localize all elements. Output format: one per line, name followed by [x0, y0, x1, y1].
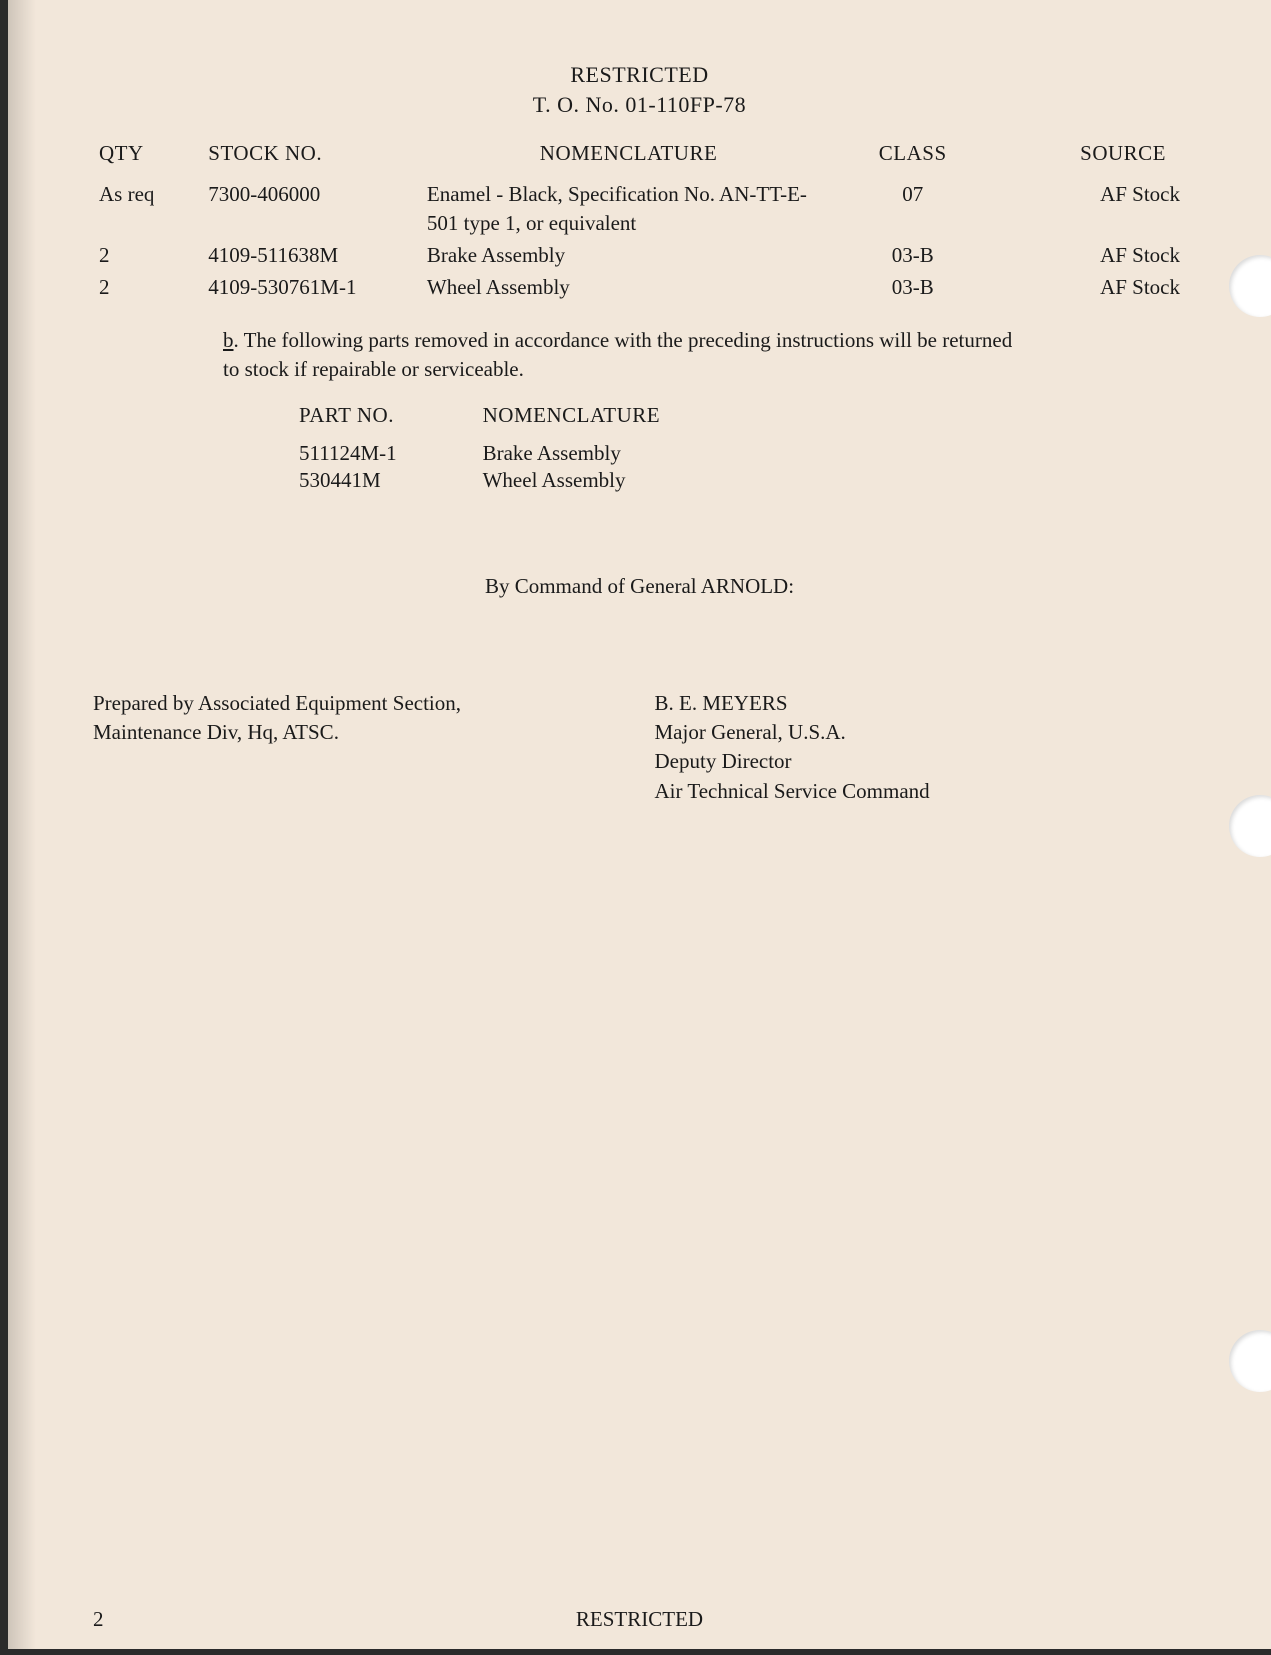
th-nom: NOMENCLATURE	[421, 137, 836, 178]
punch-hole-icon	[1229, 255, 1271, 317]
command-line: By Command of General ARNOLD:	[93, 574, 1186, 599]
table-row: As req 7300-406000 Enamel - Black, Speci…	[93, 178, 1186, 239]
signer-title: Deputy Director	[655, 747, 1187, 776]
table-row: 530441M Wheel Assembly	[293, 467, 740, 494]
table-row: 2 4109-530761M-1 Wheel Assembly 03-B AF …	[93, 271, 1186, 303]
cell-nom: Brake Assembly	[477, 440, 741, 467]
th-class: CLASS	[836, 137, 989, 178]
th-part: PART NO.	[293, 399, 477, 440]
cell-nom: Wheel Assembly	[477, 467, 741, 494]
cell-source: AF Stock	[989, 239, 1186, 271]
cell-nom: Brake Assembly	[421, 239, 836, 271]
cell-qty: 2	[93, 271, 202, 303]
prepared-line: Maintenance Div, Hq, ATSC.	[93, 718, 625, 747]
returned-parts-table: PART NO. NOMENCLATURE 511124M-1 Brake As…	[293, 399, 740, 494]
cell-qty: 2	[93, 239, 202, 271]
prepared-line: Prepared by Associated Equipment Section…	[93, 689, 625, 718]
cell-part: 530441M	[293, 467, 477, 494]
signature-block: Prepared by Associated Equipment Section…	[93, 689, 1186, 807]
signer-org: Air Technical Service Command	[655, 777, 1187, 806]
punch-hole-icon	[1229, 795, 1271, 857]
parts-table: QTY STOCK NO. NOMENCLATURE CLASS SOURCE …	[93, 137, 1186, 303]
th-stock: STOCK NO.	[202, 137, 421, 178]
note-text: . The following parts removed in accorda…	[223, 328, 1012, 381]
table-header-row: PART NO. NOMENCLATURE	[293, 399, 740, 440]
cell-source: AF Stock	[989, 178, 1186, 239]
cell-qty: As req	[93, 178, 202, 239]
th-nom: NOMENCLATURE	[477, 399, 741, 440]
cell-nom: Enamel - Black, Specification No. AN-TT-…	[421, 178, 836, 239]
th-qty: QTY	[93, 137, 202, 178]
document-page: RESTRICTED T. O. No. 01-110FP-78 QTY STO…	[0, 0, 1271, 1655]
th-source: SOURCE	[989, 137, 1186, 178]
signer-rank: Major General, U.S.A.	[655, 718, 1187, 747]
signer-name: B. E. MEYERS	[655, 689, 1187, 718]
cell-stock: 7300-406000	[202, 178, 421, 239]
punch-hole-icon	[1229, 1330, 1271, 1392]
note-paragraph: b. The following parts removed in accord…	[223, 326, 1023, 385]
page-header: RESTRICTED T. O. No. 01-110FP-78	[93, 60, 1186, 119]
cell-part: 511124M-1	[293, 440, 477, 467]
cell-class: 07	[836, 178, 989, 239]
cell-source: AF Stock	[989, 271, 1186, 303]
cell-class: 03-B	[836, 271, 989, 303]
cell-stock: 4109-530761M-1	[202, 271, 421, 303]
classification-footer: RESTRICTED	[576, 1607, 703, 1632]
note-prefix: b	[223, 328, 234, 352]
cell-stock: 4109-511638M	[202, 239, 421, 271]
to-number: T. O. No. 01-110FP-78	[93, 90, 1186, 120]
signer: B. E. MEYERS Major General, U.S.A. Deput…	[625, 689, 1187, 807]
table-row: 511124M-1 Brake Assembly	[293, 440, 740, 467]
table-header-row: QTY STOCK NO. NOMENCLATURE CLASS SOURCE	[93, 137, 1186, 178]
table-row: 2 4109-511638M Brake Assembly 03-B AF St…	[93, 239, 1186, 271]
classification-header: RESTRICTED	[93, 60, 1186, 90]
cell-class: 03-B	[836, 239, 989, 271]
page-number: 2	[93, 1607, 104, 1632]
prepared-by: Prepared by Associated Equipment Section…	[93, 689, 625, 807]
cell-nom: Wheel Assembly	[421, 271, 836, 303]
